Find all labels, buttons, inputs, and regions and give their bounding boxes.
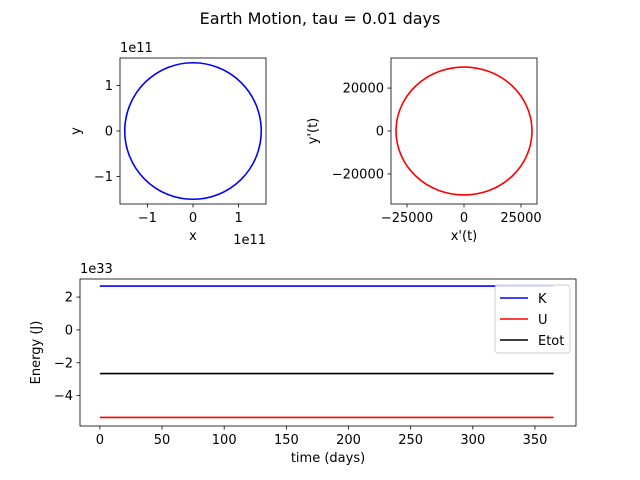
figure-title: Earth Motion, tau = 0.01 days <box>200 9 441 28</box>
energy-legend-box <box>494 284 571 354</box>
position-orbit-curve <box>123 61 263 201</box>
energy-legend-label-u: U <box>538 313 548 328</box>
position-plot-area <box>123 61 263 201</box>
position-panel: −1 0 1 −1 0 1 x y 1e11 1e11 <box>69 41 267 248</box>
velocity-plot-area <box>395 66 533 196</box>
velocity-panel: −25000 0 25000 −20000 0 20000 x'(t) y'(t) <box>306 57 542 244</box>
position-x-offset-label: 1e11 <box>233 233 266 248</box>
energy-x-tick-label: 200 <box>336 433 361 448</box>
velocity-y-tick-label: 20000 <box>343 82 384 97</box>
position-y-axis-label: y <box>69 127 84 135</box>
energy-panel: 0 50 100 150 200 250 300 350 −4 −2 0 2 time (days) En… <box>29 262 577 466</box>
position-x-tick-label: 0 <box>189 211 197 226</box>
energy-y-offset-label: 1e33 <box>80 262 113 277</box>
velocity-y-tick-label: 0 <box>376 125 384 140</box>
position-y-tick-label: 1 <box>105 79 113 94</box>
energy-x-tick-label: 300 <box>460 433 485 448</box>
energy-y-tick-label: −2 <box>54 356 73 371</box>
position-axes-frame <box>119 57 267 205</box>
energy-y-tick-label: −4 <box>54 389 73 404</box>
energy-plot-area <box>99 285 554 419</box>
energy-x-tick-label: 250 <box>398 433 423 448</box>
energy-legend-label-k: K <box>538 292 547 307</box>
energy-y-axis-label: Energy (J) <box>29 321 44 385</box>
velocity-y-tick-label: −20000 <box>332 167 384 182</box>
position-x-axis-label: x <box>189 229 197 244</box>
position-y-tick-label: 0 <box>105 125 113 140</box>
velocity-y-axis-label: y'(t) <box>306 118 321 145</box>
velocity-x-tick-label: 0 <box>460 211 468 226</box>
position-x-tick-label: −1 <box>138 211 157 226</box>
velocity-x-tick-label: −25000 <box>381 211 433 226</box>
energy-x-axis-label: time (days) <box>291 451 365 466</box>
velocity-axes-frame <box>390 57 538 205</box>
energy-x-tick-label: 0 <box>96 433 104 448</box>
velocity-x-axis-label: x'(t) <box>451 229 478 244</box>
energy-x-tick-label: 150 <box>274 433 299 448</box>
energy-y-tick-label: 2 <box>65 291 73 306</box>
velocity-x-tick-label: 25000 <box>500 211 541 226</box>
energy-x-tick-label: 50 <box>154 433 171 448</box>
energy-legend: KU Etot <box>494 284 571 354</box>
energy-x-tick-label: 100 <box>212 433 237 448</box>
velocity-orbit-curve <box>395 66 533 196</box>
energy-legend-label-etot: Etot <box>538 334 564 349</box>
position-y-tick-label: −1 <box>94 170 113 185</box>
position-y-offset-label: 1e11 <box>120 41 153 56</box>
energy-x-tick-label: 350 <box>523 433 548 448</box>
position-x-tick-label: 1 <box>234 211 242 226</box>
energy-y-tick-label: 0 <box>65 323 73 338</box>
energy-axes-frame <box>79 278 577 427</box>
